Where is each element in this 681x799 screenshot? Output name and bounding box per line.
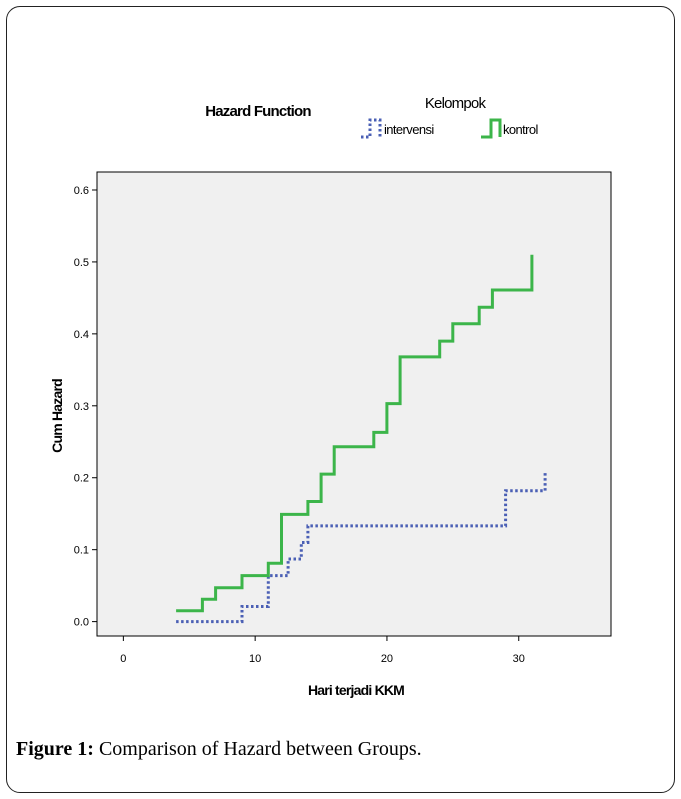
x-axis: 0 10 20 30 — [120, 636, 525, 665]
legend-kontrol-label: kontrol — [503, 122, 539, 137]
figure-caption: Figure 1: Comparison of Hazard between G… — [16, 738, 656, 761]
x-axis-label: Hari terjadi KKM — [308, 682, 404, 698]
plot-area — [96, 171, 612, 637]
caption-text: Comparison of Hazard between Groups. — [93, 738, 422, 760]
legend-intervensi-label: intervensi — [384, 122, 434, 137]
legend-kontrol-swatch — [481, 118, 502, 139]
series-lines — [176, 254, 547, 624]
y-tick-label: 0.1 — [74, 545, 89, 557]
legend-kontrol: kontrol — [481, 118, 539, 139]
x-tick-label: 0 — [120, 653, 126, 665]
y-tick-label: 0.5 — [74, 257, 89, 269]
legend-intervensi: intervensi — [361, 118, 435, 139]
y-tick-label: 0.6 — [74, 185, 89, 197]
y-axis: 0.0 0.1 0.2 0.3 0.4 0.5 0.6 — [74, 185, 97, 629]
legend-title: Kelompok — [425, 95, 487, 112]
hazard-chart: Hazard Function Kelompok intervensi kont… — [49, 95, 612, 698]
series-line-kontrol — [176, 254, 534, 613]
x-tick-label: 10 — [249, 653, 261, 665]
y-tick-label: 0.3 — [74, 401, 89, 413]
legend-intervensi-swatch — [361, 118, 382, 139]
x-tick-label: 20 — [381, 653, 393, 665]
y-axis-label: Cum Hazard — [49, 379, 65, 453]
x-tick-label: 30 — [513, 653, 525, 665]
caption-label: Figure 1: — [16, 738, 94, 760]
chart-title: Hazard Function — [205, 103, 311, 120]
y-tick-label: 0.0 — [74, 617, 89, 629]
y-tick-label: 0.4 — [74, 329, 89, 341]
y-tick-label: 0.2 — [74, 473, 89, 485]
